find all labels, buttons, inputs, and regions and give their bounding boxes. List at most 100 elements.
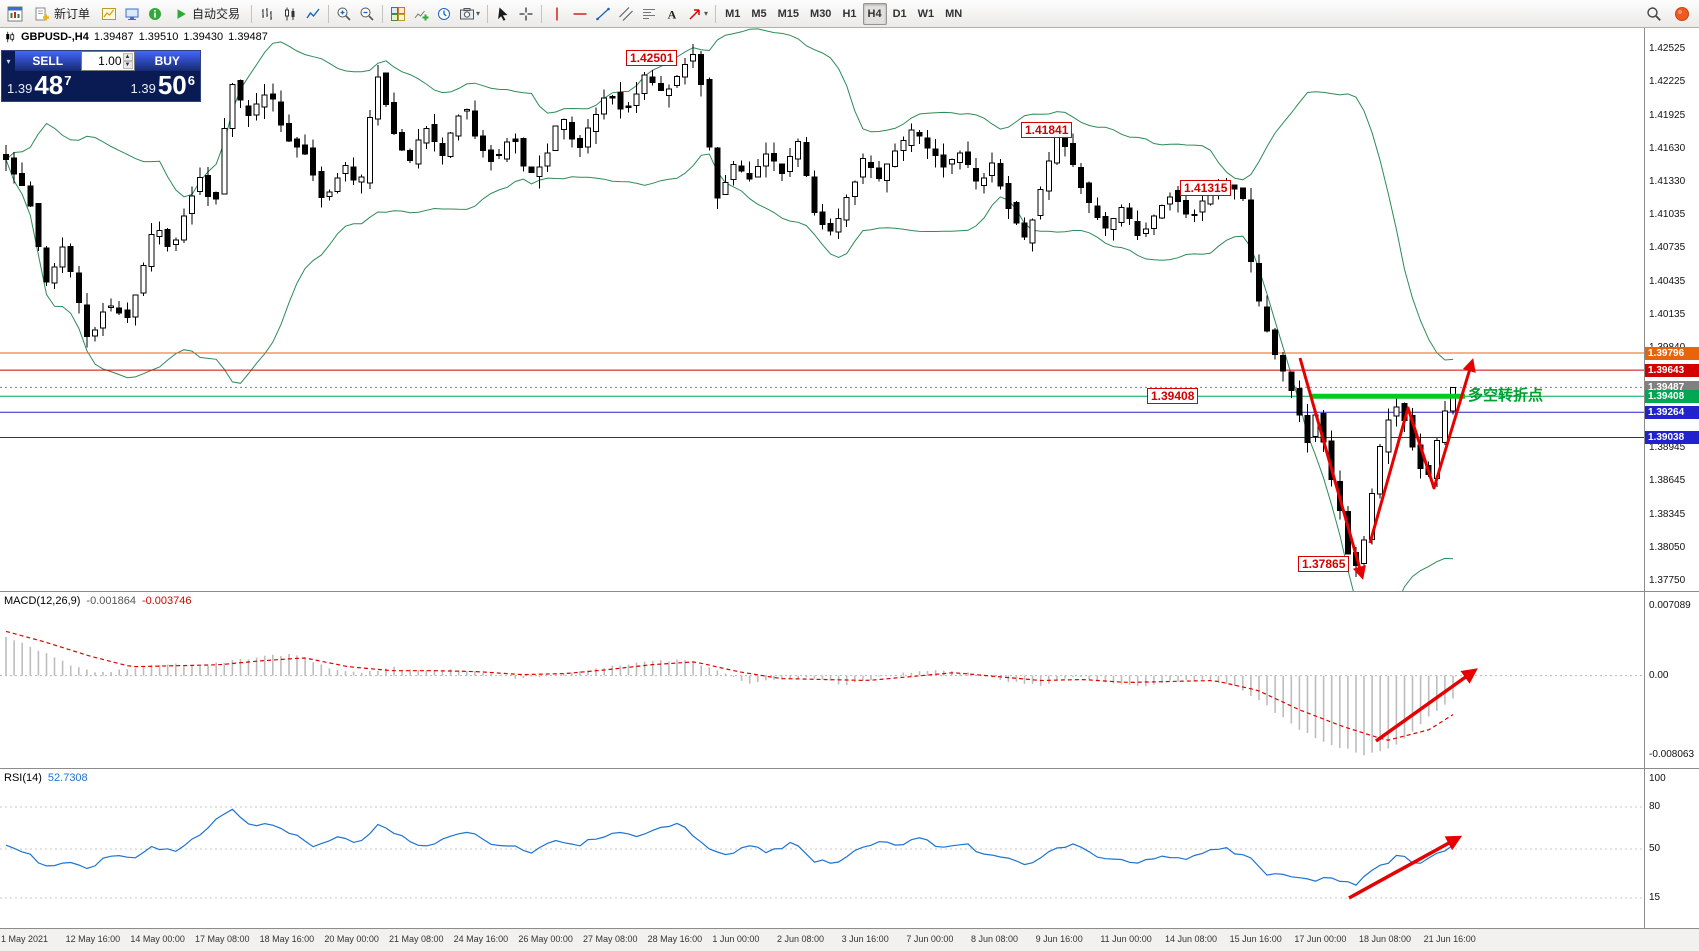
- line-chart-icon[interactable]: [302, 3, 324, 25]
- timeframe-w1[interactable]: W1: [917, 7, 935, 20]
- rsi-value: 52.7308: [47, 772, 88, 784]
- price-axis[interactable]: 1.42525 1.42225 1.41925 1.41630 1.41330 1.410…: [1644, 28, 1699, 591]
- timeframe-d1[interactable]: D1: [892, 7, 907, 20]
- price-tag: 1.39643: [1645, 363, 1699, 377]
- price-annotation-label: 1.39408: [1147, 388, 1199, 404]
- rsi-plot[interactable]: [0, 769, 1644, 929]
- rsi-tick: 15: [1649, 892, 1661, 903]
- fibonacci-tool-icon[interactable]: [638, 3, 660, 25]
- app-icon: [4, 3, 26, 25]
- price-tag: 1.39796: [1645, 346, 1699, 360]
- time-label: 9 Jun 16:00: [1035, 934, 1083, 944]
- volume-up-button[interactable]: ▲: [122, 53, 133, 61]
- ask-pips: 50: [157, 70, 187, 100]
- macd-main-value: -0.001864: [86, 595, 136, 607]
- price-annotation-label: 1.41841: [1021, 122, 1073, 138]
- time-label: 17 May 08:00: [195, 934, 250, 944]
- crosshair-icon[interactable]: [515, 3, 537, 25]
- bid-big-figure: 1.39: [7, 81, 33, 96]
- new-order-button[interactable]: 新订单: [27, 3, 97, 25]
- timeframe-h4[interactable]: H4: [862, 2, 887, 25]
- macd-header: MACD(12,26,9) -0.001864 -0.003746: [4, 595, 192, 607]
- toolbar: 新订单 自动交易 ▾: [0, 0, 1699, 28]
- symbol-period-label: GBPUSD-,H4: [21, 31, 89, 43]
- time-label: 14 May 00:00: [130, 934, 185, 944]
- ask-point: 6: [187, 73, 195, 88]
- toolbar-separator: [715, 4, 717, 23]
- macd-plot[interactable]: [0, 592, 1644, 769]
- price-tick: 1.40435: [1649, 275, 1686, 287]
- timeframe-m1[interactable]: M1: [725, 7, 741, 20]
- macd-panel: MACD(12,26,9) -0.001864 -0.003746 0.007089…: [0, 591, 1699, 768]
- rsi-tick: 50: [1649, 843, 1661, 854]
- timeframe-m5[interactable]: M5: [751, 7, 767, 20]
- collapse-icon[interactable]: ▾: [6, 56, 11, 66]
- volume-value: 1.00: [98, 54, 122, 68]
- timeframe-m30[interactable]: M30: [810, 7, 832, 20]
- buy-button[interactable]: BUY: [134, 51, 200, 71]
- time-label: 17 Jun 00:00: [1294, 934, 1347, 944]
- cursor-icon[interactable]: [492, 3, 514, 25]
- volume-input[interactable]: 1.00 ▲ ▼: [80, 51, 135, 71]
- price-tick: 1.42525: [1649, 42, 1686, 54]
- one-click-trading-widget: ▾ SELL 1.00 ▲ ▼ BUY 1.39 48 7: [1, 50, 201, 102]
- channel-tool-icon[interactable]: [615, 3, 637, 25]
- new-chart-icon[interactable]: [98, 3, 120, 25]
- time-label: 3 Jun 16:00: [841, 934, 889, 944]
- price-annotation-label: 1.37865: [1298, 556, 1350, 572]
- price-tick: 1.38945: [1649, 441, 1686, 453]
- toolbar-separator: [487, 4, 489, 23]
- price-tick: 1.38050: [1649, 541, 1686, 553]
- chart-symbol-icon: [6, 31, 15, 43]
- time-label: 1 May 2021: [1, 934, 49, 944]
- toolbar-right: [1643, 3, 1695, 25]
- main-chart-panel: GBPUSD-,H4 1.39487 1.39510 1.39430 1.394…: [0, 28, 1699, 591]
- autotrade-play-icon: [177, 8, 186, 19]
- time-label: 2 Jun 08:00: [777, 934, 825, 944]
- timeframe-m15[interactable]: M15: [777, 7, 800, 20]
- time-label: 14 Jun 08:00: [1165, 934, 1218, 944]
- volume-down-button[interactable]: ▼: [122, 61, 133, 69]
- vertical-line-tool-icon[interactable]: [546, 3, 568, 25]
- price-tick: 1.40735: [1649, 242, 1686, 254]
- volume-spinner: ▲ ▼: [122, 53, 133, 69]
- zoom-out-icon[interactable]: [356, 3, 378, 25]
- timeframe-mn[interactable]: MN: [945, 7, 963, 20]
- time-label: 7 Jun 00:00: [906, 934, 954, 944]
- time-label: 1 Jun 00:00: [712, 934, 760, 944]
- alert-icon[interactable]: [1671, 3, 1693, 25]
- time-axis[interactable]: 1 May 2021 12 May 16:00 14 May 00:00 17 May…: [0, 928, 1699, 951]
- timeframe-h1[interactable]: H1: [842, 7, 857, 20]
- sell-button[interactable]: SELL: [15, 51, 81, 71]
- chart-area: GBPUSD-,H4 1.39487 1.39510 1.39430 1.394…: [0, 28, 1699, 951]
- chart-header: GBPUSD-,H4 1.39487 1.39510 1.39430 1.394…: [4, 31, 268, 43]
- rsi-axis[interactable]: 100 80 50 15: [1644, 769, 1699, 928]
- time-label: 20 May 00:00: [324, 934, 379, 944]
- add-indicator-icon[interactable]: [410, 3, 432, 25]
- autotrade-button[interactable]: 自动交易: [167, 3, 247, 25]
- search-icon[interactable]: [1643, 3, 1665, 25]
- time-label: 15 Jun 16:00: [1229, 934, 1282, 944]
- arrow-tools-icon[interactable]: ▾: [684, 3, 711, 25]
- rsi-tick: 80: [1649, 801, 1661, 812]
- trendline-tool-icon[interactable]: [592, 3, 614, 25]
- text-tool-icon[interactable]: A: [661, 3, 683, 25]
- help-icon[interactable]: [144, 3, 166, 25]
- macd-axis[interactable]: 0.007089 0.00 -0.008063: [1644, 592, 1699, 768]
- macd-tick: 0.007089: [1649, 599, 1691, 611]
- price-plot[interactable]: [0, 28, 1644, 591]
- time-label: 11 Jun 00:00: [1100, 934, 1152, 944]
- ask-price: 1.39 50 6: [131, 70, 195, 100]
- clock-icon[interactable]: [433, 3, 455, 25]
- snapshot-icon[interactable]: ▾: [456, 3, 483, 25]
- zoom-in-icon[interactable]: [333, 3, 355, 25]
- profiles-icon[interactable]: [121, 3, 143, 25]
- tile-windows-icon[interactable]: [387, 3, 409, 25]
- horizontal-line-tool-icon[interactable]: [569, 3, 591, 25]
- price-tick: 1.38345: [1649, 508, 1686, 520]
- candlestick-chart-icon[interactable]: [279, 3, 301, 25]
- time-label: 26 May 00:00: [518, 934, 573, 944]
- time-label: 21 Jun 16:00: [1423, 934, 1476, 944]
- bar-chart-icon[interactable]: [256, 3, 278, 25]
- macd-title: MACD(12,26,9): [4, 595, 81, 607]
